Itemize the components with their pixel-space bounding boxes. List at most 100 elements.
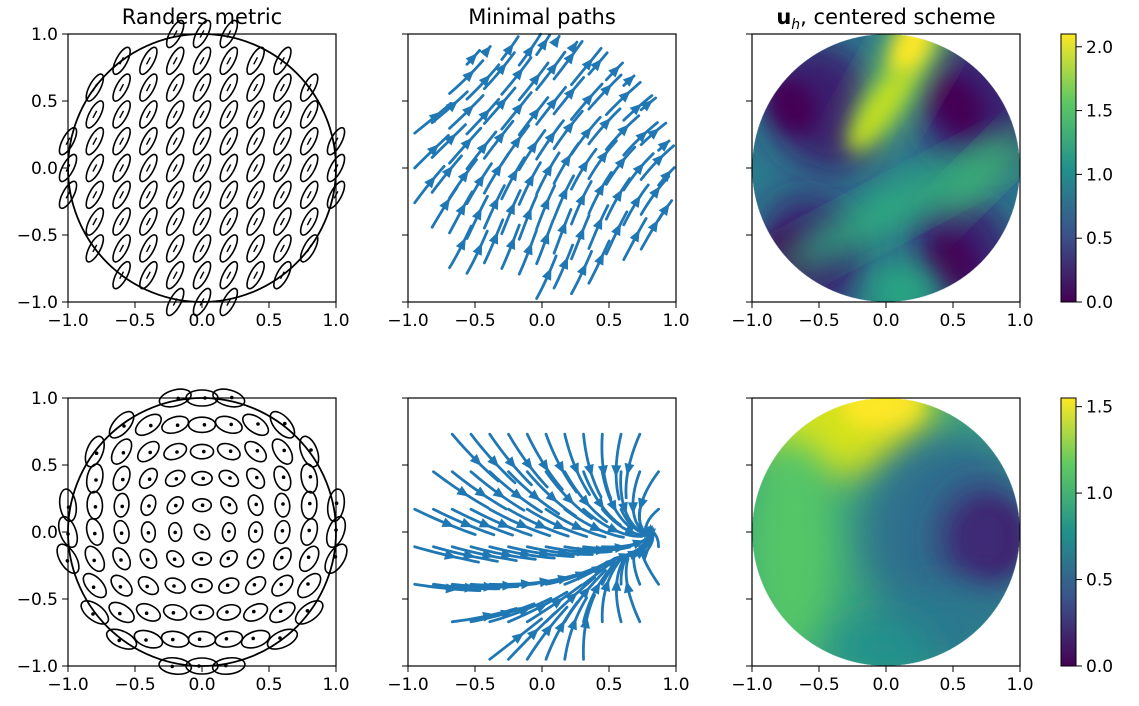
metric-ellipse: [85, 518, 104, 546]
metric-dot: [278, 636, 282, 640]
metric-dot: [253, 190, 259, 199]
x-tick-label: 0.5: [595, 311, 622, 331]
metric-dot: [174, 477, 179, 481]
stream-arrow: [460, 517, 474, 528]
metric-dot: [252, 609, 256, 614]
metric-dot: [202, 449, 206, 454]
metric-ellipse: [246, 153, 265, 183]
stream-arrow: [542, 163, 553, 177]
metric-ellipse: [84, 545, 106, 573]
metric-dot: [226, 190, 232, 199]
stream-arrow: [444, 133, 457, 146]
metric-dot: [200, 503, 205, 508]
stream-arrow: [529, 73, 541, 86]
stream-arrow: [479, 45, 492, 59]
metric-ellipse: [112, 180, 131, 210]
stream-arrow: [471, 207, 482, 221]
metric-dot: [145, 83, 151, 92]
stream-arrow: [611, 223, 621, 237]
stream-arrow: [562, 121, 575, 134]
metric-dot: [119, 244, 125, 253]
stream-arrow: [515, 518, 529, 529]
metric-ellipse: [269, 410, 296, 439]
metric-ellipse: [113, 519, 130, 545]
stream-arrow: [660, 170, 672, 183]
colorbar-tick-label: 1.5: [1086, 102, 1113, 122]
metric-dot: [119, 164, 125, 172]
metric-dot: [92, 244, 98, 253]
stream-arrow: [424, 175, 436, 189]
stream-arrow: [524, 173, 534, 187]
stream-arrow: [596, 150, 609, 164]
metric-dot: [92, 83, 98, 92]
stream-arrow: [511, 102, 524, 116]
metric-ellipse: [299, 100, 319, 129]
metric-ellipse: [246, 260, 265, 290]
stream-arrow: [560, 153, 572, 167]
stream-arrow: [575, 227, 585, 241]
stream-arrow: [541, 267, 552, 281]
metric-ellipse: [326, 180, 346, 210]
stream-arrow: [457, 169, 469, 183]
metric-dot: [145, 56, 151, 65]
metric-dot: [119, 190, 125, 199]
stream-arrow: [462, 549, 476, 560]
y-tick-label: −0.5: [17, 226, 58, 246]
metric-ellipse: [167, 521, 183, 543]
metric-ellipse: [187, 630, 217, 648]
stream-arrow: [476, 141, 488, 155]
metric-dot: [171, 637, 175, 642]
stream-arrow: [597, 464, 608, 478]
x-tick-label: 0.0: [872, 675, 899, 695]
metric-ellipse: [246, 180, 265, 210]
stream-arrow: [605, 557, 618, 569]
x-tick-label: 1.0: [662, 311, 689, 331]
metric-dot: [172, 110, 178, 119]
metric-ellipse: [105, 628, 138, 650]
metric-ellipse: [165, 126, 185, 156]
metric-dot: [121, 477, 125, 482]
stream-arrow: [627, 502, 638, 515]
metric-dot: [253, 56, 259, 65]
stream-arrow: [563, 51, 575, 65]
stream-arrow: [439, 198, 450, 211]
stream-arrow: [575, 192, 586, 206]
metric-ellipse: [214, 630, 244, 648]
colorbar-tick-label: 2.0: [1086, 38, 1113, 58]
stream-arrow: [472, 242, 483, 256]
metric-ellipse: [139, 73, 158, 102]
metric-ellipse: [112, 153, 131, 183]
stream-arrow: [580, 126, 592, 140]
metric-dot: [251, 636, 255, 641]
metric-ellipse: [299, 153, 319, 183]
stream-arrow: [558, 256, 569, 270]
metric-dot: [119, 83, 125, 92]
metric-ellipse: [299, 126, 319, 156]
metric-ellipse: [108, 410, 135, 439]
metric-dot: [228, 449, 233, 454]
metric-ellipse: [271, 438, 294, 465]
x-tick-label: 1.0: [1006, 311, 1033, 331]
y-tick-label: −1.0: [17, 293, 58, 313]
metric-dot: [172, 244, 178, 253]
metric-ellipse: [85, 234, 105, 263]
metric-dot: [306, 164, 312, 172]
x-tick-label: 1.0: [322, 675, 349, 695]
metric-ellipse: [246, 207, 265, 236]
metric-dot: [256, 422, 260, 426]
metric-dot: [199, 217, 205, 226]
colorbar-tick-label: 0.0: [1086, 657, 1113, 677]
metric-ellipse: [189, 604, 215, 621]
metric-ellipse: [218, 469, 240, 488]
metric-dot: [199, 137, 205, 146]
metric-ellipse: [219, 234, 239, 263]
metric-dot: [145, 271, 151, 280]
x-tick-label: 0.0: [188, 311, 215, 331]
streamlines: [413, 32, 676, 300]
stream-arrow: [427, 144, 440, 157]
y-tick-label: −1.0: [17, 657, 58, 677]
y-tick-label: 0.0: [31, 523, 58, 543]
metric-dot: [307, 528, 312, 533]
stream-arrow: [584, 463, 594, 477]
